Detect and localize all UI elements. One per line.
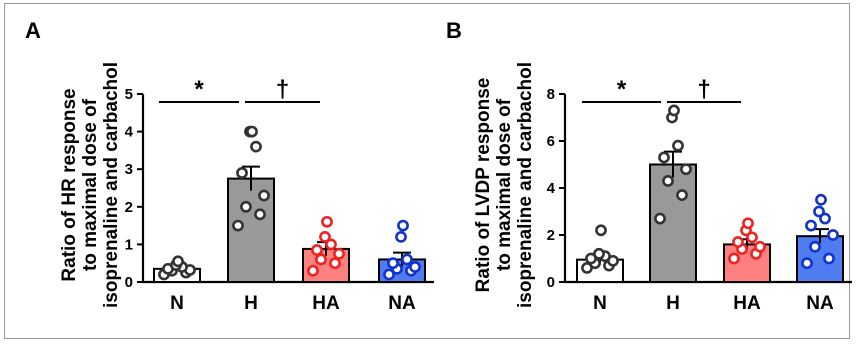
panel-b-data-point bbox=[815, 193, 827, 206]
panel-a-data-point bbox=[254, 208, 266, 221]
panel-b-ylabel-line-2: to maximal dose of bbox=[494, 98, 515, 271]
panel-b-data-point bbox=[728, 252, 740, 265]
panel-b-ylabel-line-3: isoprenaline and carbachol bbox=[515, 62, 536, 308]
panel-b-data-point bbox=[662, 175, 674, 187]
panel-a-significance-symbol: * bbox=[194, 76, 204, 103]
panel-a-data-point bbox=[333, 247, 345, 260]
panel-a-y-tick-label: 0 bbox=[125, 274, 133, 291]
panel-b-y-tick-label: 8 bbox=[547, 86, 555, 103]
panel-b-data-point bbox=[754, 240, 766, 253]
panel-a-data-point bbox=[258, 189, 270, 202]
panel-a-plot: 0 1 2 3 4 5 N H HA NA * † bbox=[125, 76, 434, 314]
panel-b-data-point bbox=[809, 240, 821, 253]
panel-a-ylabel-line-2: to maximal dose of bbox=[80, 98, 101, 271]
panel-a-y-tick-label: 1 bbox=[125, 236, 133, 253]
panel-a-data-point bbox=[240, 200, 252, 213]
panel-a-data-point bbox=[383, 268, 395, 281]
panel-b-data-point bbox=[819, 212, 831, 225]
panel-b-data-point bbox=[676, 189, 688, 201]
panel-b-ylabel-line-1: Ratio of LVDP response bbox=[473, 78, 494, 293]
panel-a-data-point bbox=[246, 125, 258, 138]
panel-b-data-point bbox=[801, 257, 813, 270]
panel-a-data-point bbox=[397, 219, 409, 232]
panel-a-category-label: NA bbox=[388, 293, 416, 314]
panel-b-y-tick-label: 4 bbox=[547, 180, 556, 197]
panel-a-data-point bbox=[409, 261, 421, 273]
panel-a-data-point bbox=[395, 230, 407, 243]
panel-a-data-point bbox=[325, 238, 337, 251]
panel-b-data-point bbox=[732, 236, 744, 248]
panel-a-data-point bbox=[232, 219, 244, 232]
panel-b-data-point bbox=[823, 252, 835, 265]
panel-b-category-label: N bbox=[593, 293, 607, 314]
panel-b-data-point bbox=[668, 104, 680, 117]
panel-b-y-tick-label: 6 bbox=[547, 133, 555, 150]
panel-a-ylabel-line-3: isoprenaline and carbachol bbox=[101, 62, 122, 308]
panel-a-category-label: N bbox=[170, 293, 184, 314]
panel-a-y-tick-label: 3 bbox=[125, 161, 133, 178]
panel-a-data-point bbox=[307, 264, 319, 277]
panel-b-y-tick-label: 0 bbox=[547, 274, 555, 291]
panel-a-data-point bbox=[387, 257, 399, 270]
panel-a-data-point bbox=[311, 244, 323, 256]
panel-b-data-point bbox=[742, 217, 754, 230]
panel-a-y-tick-label: 2 bbox=[125, 199, 133, 216]
panel-b-category-label: HA bbox=[733, 293, 761, 314]
panel-b-data-point bbox=[813, 205, 825, 218]
panel-b-data-point bbox=[680, 163, 692, 176]
panel-b-data-point bbox=[805, 219, 817, 232]
panel-b-data-point bbox=[658, 151, 670, 164]
panel-b-data-point bbox=[595, 224, 607, 237]
panel-a-data-point bbox=[315, 253, 327, 266]
panel-a-data-point bbox=[329, 257, 341, 270]
panel-a-category-label: H bbox=[244, 293, 258, 314]
panel-b-y-tick-label: 2 bbox=[547, 227, 555, 244]
panel-b-data-point bbox=[654, 212, 666, 225]
panel-a-y-tick-label: 4 bbox=[125, 124, 134, 141]
panel-b-data-point bbox=[827, 229, 839, 241]
panel-a-y-tick-label: 5 bbox=[125, 86, 133, 103]
panel-a-data-point bbox=[321, 215, 333, 228]
panel-a-ylabel-line-1: Ratio of HR response bbox=[59, 88, 80, 281]
panel-a-data-point bbox=[319, 230, 331, 243]
panel-a-category-label: HA bbox=[312, 293, 340, 314]
panel-b-category-label: NA bbox=[806, 293, 834, 314]
panel-b-plot: 0 2 4 6 8 N H HA NA * † bbox=[547, 76, 852, 314]
panel-b-significance-symbol: † bbox=[697, 76, 710, 103]
panel-a-letter: A bbox=[25, 18, 41, 43]
panel-b-letter: B bbox=[446, 18, 462, 43]
figure-frame bbox=[4, 3, 850, 339]
panel-b-significance-symbol: * bbox=[617, 76, 627, 103]
panel-b-data-point bbox=[672, 139, 684, 152]
panel-b-data-point bbox=[593, 247, 605, 260]
panel-a-data-point bbox=[250, 140, 262, 153]
panel-b-data-point bbox=[746, 231, 758, 244]
panel-a-data-point bbox=[236, 167, 248, 179]
panel-a-significance-symbol: † bbox=[276, 76, 289, 103]
panel-a-data-point bbox=[401, 253, 413, 266]
panel-a-data-point bbox=[172, 255, 184, 268]
panel-b-category-label: H bbox=[666, 293, 680, 314]
